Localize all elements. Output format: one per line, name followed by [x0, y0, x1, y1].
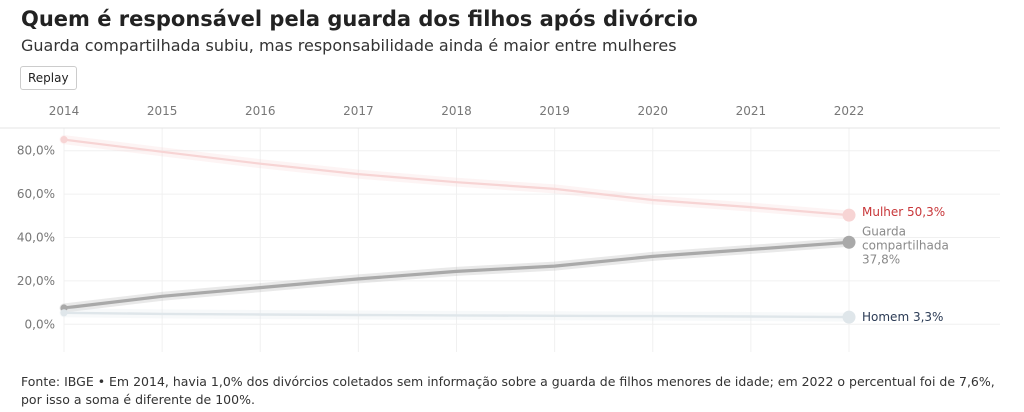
x-tick-label: 2020 — [637, 104, 668, 118]
y-tick-label: 80,0% — [17, 144, 55, 158]
series-start-point — [60, 136, 68, 144]
series-end-point — [842, 310, 856, 324]
y-tick-label: 40,0% — [17, 231, 55, 245]
end-label-mulher: Mulher 50,3% — [862, 205, 945, 219]
chart-title: Quem é responsável pela guarda dos filho… — [21, 7, 698, 31]
line-chart: 2014 2015 2016 2017 2018 2019 2020 2021 2022 0,0… — [0, 104, 1000, 352]
series-lines — [59, 135, 854, 322]
end-labels: Mulher 50,3% Guarda compartilhada 37,8% Home… — [862, 205, 949, 324]
gridlines — [63, 128, 1000, 352]
x-tick-label: 2019 — [539, 104, 570, 118]
series-line — [62, 240, 851, 310]
series-start-point — [60, 309, 68, 317]
replay-button[interactable]: Replay — [20, 66, 77, 90]
end-label-line: 37,8% — [862, 252, 900, 266]
source-note: Fonte: IBGE • Em 2014, havia 1,0% dos di… — [21, 374, 995, 407]
x-tick-label: 2014 — [49, 104, 80, 118]
series-end-point — [842, 235, 856, 249]
series-points — [60, 136, 856, 324]
chart-subtitle: Guarda compartilhada subiu, mas responsa… — [21, 36, 677, 55]
x-tick-label: 2022 — [834, 104, 865, 118]
x-tick-label: 2018 — [441, 104, 472, 118]
end-label-guarda-compartilhada: Guarda compartilhada 37,8% — [862, 224, 949, 266]
series-end-point — [842, 208, 856, 222]
y-tick-label: 60,0% — [17, 187, 55, 201]
x-tick-label: 2015 — [147, 104, 178, 118]
x-axis: 2014 2015 2016 2017 2018 2019 2020 2021 2022 — [0, 104, 1000, 129]
end-label-homem: Homem 3,3% — [862, 310, 943, 324]
end-label-line: Guarda — [862, 224, 906, 238]
series-line — [62, 311, 851, 319]
y-tick-label: 20,0% — [17, 274, 55, 288]
x-tick-label: 2021 — [736, 104, 767, 118]
y-axis: 0,0% 20,0% 40,0% 60,0% 80,0% — [17, 144, 55, 332]
y-tick-label: 0,0% — [25, 317, 56, 331]
end-label-line: compartilhada — [862, 238, 949, 252]
x-tick-label: 2016 — [245, 104, 276, 118]
series-line — [62, 138, 851, 217]
x-tick-label: 2017 — [343, 104, 374, 118]
